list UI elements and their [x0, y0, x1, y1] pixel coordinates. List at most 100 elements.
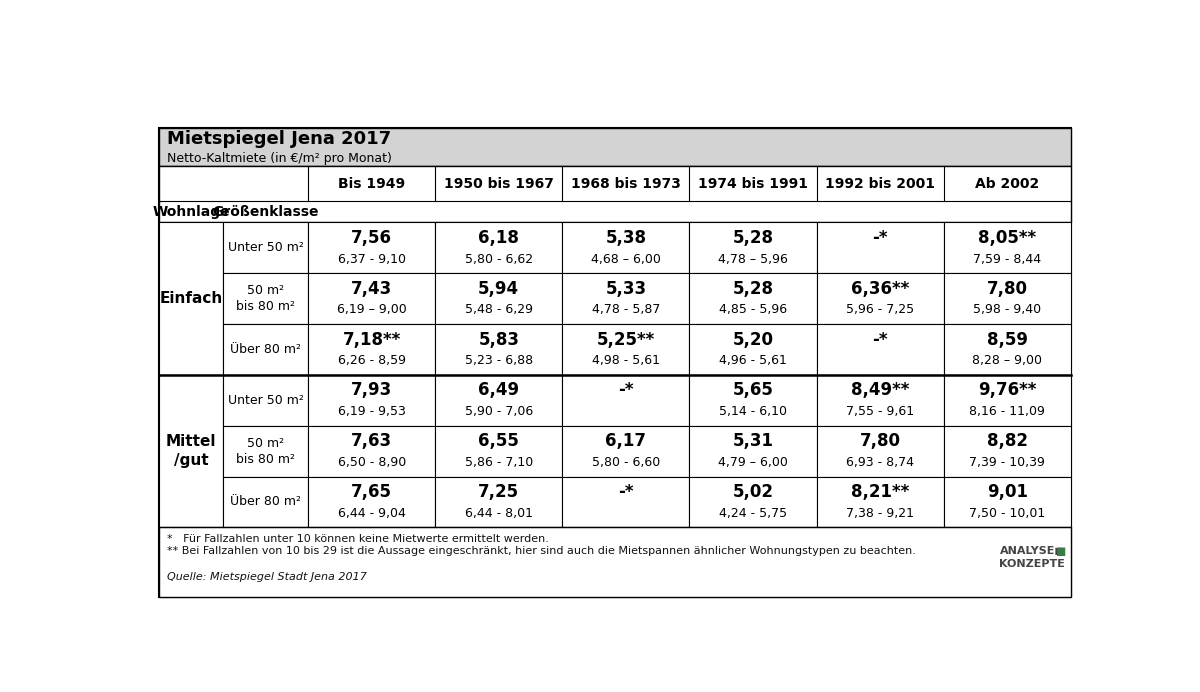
Text: 8,28 – 9,00: 8,28 – 9,00	[972, 354, 1042, 367]
Text: 6,19 – 9,00: 6,19 – 9,00	[337, 303, 407, 316]
Text: 6,44 - 9,04: 6,44 - 9,04	[337, 507, 406, 520]
Text: 1968 bis 1973: 1968 bis 1973	[571, 176, 680, 190]
Bar	[689, 222, 816, 273]
Text: ** Bei Fallzahlen von 10 bis 29 ist die Aussage eingeschränkt, hier sind auch di: ** Bei Fallzahlen von 10 bis 29 ist die …	[167, 546, 916, 556]
Text: 4,96 - 5,61: 4,96 - 5,61	[719, 354, 787, 367]
Text: 50 m²
bis 80 m²: 50 m² bis 80 m²	[236, 437, 295, 466]
Text: 4,85 - 5,96: 4,85 - 5,96	[719, 303, 787, 316]
Text: 1992 bis 2001: 1992 bis 2001	[826, 176, 935, 190]
Text: 5,48 - 6,29: 5,48 - 6,29	[464, 303, 533, 316]
Bar	[816, 273, 943, 324]
Bar	[160, 375, 223, 527]
Text: KONZEPTE: KONZEPTE	[998, 558, 1064, 569]
Text: 5,96 - 7,25: 5,96 - 7,25	[846, 303, 914, 316]
Text: 6,50 - 8,90: 6,50 - 8,90	[337, 456, 406, 468]
Text: 7,63: 7,63	[352, 432, 392, 450]
Text: 7,55 - 9,61: 7,55 - 9,61	[846, 405, 914, 418]
Text: 1950 bis 1967: 1950 bis 1967	[444, 176, 553, 190]
Bar	[563, 375, 689, 426]
Text: 5,14 - 6,10: 5,14 - 6,10	[719, 405, 787, 418]
Text: Einfach: Einfach	[160, 291, 223, 306]
Text: 4,79 – 6,00: 4,79 – 6,00	[718, 456, 788, 468]
Text: 5,23 - 6,88: 5,23 - 6,88	[464, 354, 533, 367]
Text: 6,37 - 9,10: 6,37 - 9,10	[337, 253, 406, 266]
Text: 4,78 - 5,87: 4,78 - 5,87	[592, 303, 660, 316]
Text: 5,20: 5,20	[732, 331, 774, 349]
Bar	[689, 477, 816, 527]
Bar	[816, 426, 943, 477]
Bar	[223, 426, 308, 477]
Text: 7,50 - 10,01: 7,50 - 10,01	[970, 507, 1045, 520]
Text: Netto-Kaltmiete (in €/m² pro Monat): Netto-Kaltmiete (in €/m² pro Monat)	[167, 152, 392, 165]
Text: Unter 50 m²: Unter 50 m²	[228, 394, 304, 407]
Bar	[160, 222, 223, 375]
Text: 7,25: 7,25	[478, 483, 520, 501]
Text: 5,83: 5,83	[479, 331, 520, 349]
Bar	[160, 128, 1070, 166]
Bar	[943, 273, 1070, 324]
Text: -*: -*	[872, 331, 888, 349]
Text: Bis 1949: Bis 1949	[338, 176, 406, 190]
Text: Über 80 m²: Über 80 m²	[230, 495, 301, 509]
Text: Über 80 m²: Über 80 m²	[230, 343, 301, 356]
Bar	[563, 324, 689, 375]
Text: 7,80: 7,80	[859, 432, 900, 450]
Text: 6,55: 6,55	[479, 432, 520, 450]
Text: -*: -*	[618, 381, 634, 399]
Text: 6,18: 6,18	[479, 229, 520, 247]
Bar	[689, 324, 816, 375]
Bar	[308, 273, 436, 324]
Bar	[816, 222, 943, 273]
Text: Ab 2002: Ab 2002	[976, 176, 1039, 190]
Bar	[223, 273, 308, 324]
Bar	[563, 477, 689, 527]
Bar	[308, 222, 436, 273]
Text: 5,28: 5,28	[732, 229, 774, 247]
Text: ◼: ◼	[1056, 545, 1066, 558]
Bar	[563, 273, 689, 324]
Bar	[308, 477, 436, 527]
Text: 5,94: 5,94	[478, 280, 520, 298]
Text: 6,19 - 9,53: 6,19 - 9,53	[337, 405, 406, 418]
Bar	[943, 222, 1070, 273]
Bar	[943, 477, 1070, 527]
Bar	[689, 426, 816, 477]
Text: 5,86 - 7,10: 5,86 - 7,10	[464, 456, 533, 468]
Text: 5,80 - 6,62: 5,80 - 6,62	[464, 253, 533, 266]
Text: 7,18**: 7,18**	[342, 331, 401, 349]
Text: 7,80: 7,80	[986, 280, 1027, 298]
Text: 8,21**: 8,21**	[851, 483, 910, 501]
Bar	[436, 426, 563, 477]
Text: Größenklasse: Größenklasse	[212, 205, 319, 219]
Text: 7,38 - 9,21: 7,38 - 9,21	[846, 507, 914, 520]
Bar	[943, 324, 1070, 375]
Text: 6,17: 6,17	[605, 432, 647, 450]
Bar	[436, 477, 563, 527]
Text: 5,33: 5,33	[605, 280, 647, 298]
Text: Mittel
/gut: Mittel /gut	[166, 435, 216, 468]
Bar	[943, 375, 1070, 426]
Text: ANALYSE◼: ANALYSE◼	[1000, 546, 1064, 556]
Bar	[308, 426, 436, 477]
Text: 9,01: 9,01	[986, 483, 1027, 501]
Bar	[563, 222, 689, 273]
Text: 5,02: 5,02	[732, 483, 774, 501]
Bar	[436, 375, 563, 426]
Text: 1974 bis 1991: 1974 bis 1991	[698, 176, 808, 190]
Text: 5,25**: 5,25**	[596, 331, 655, 349]
Text: Wohnlage: Wohnlage	[152, 205, 230, 219]
Text: 7,39 - 10,39: 7,39 - 10,39	[970, 456, 1045, 468]
Text: 8,59: 8,59	[986, 331, 1027, 349]
Text: 4,98 - 5,61: 4,98 - 5,61	[592, 354, 660, 367]
Bar	[160, 128, 1070, 597]
Text: -*: -*	[618, 483, 634, 501]
Bar	[308, 324, 436, 375]
Bar	[160, 166, 1070, 222]
Text: 6,93 - 8,74: 6,93 - 8,74	[846, 456, 914, 468]
Text: 5,31: 5,31	[732, 432, 774, 450]
Text: 4,68 – 6,00: 4,68 – 6,00	[590, 253, 661, 266]
Text: 5,65: 5,65	[732, 381, 773, 399]
Text: 6,44 - 8,01: 6,44 - 8,01	[464, 507, 533, 520]
Text: 5,80 - 6,60: 5,80 - 6,60	[592, 456, 660, 468]
Bar	[436, 273, 563, 324]
